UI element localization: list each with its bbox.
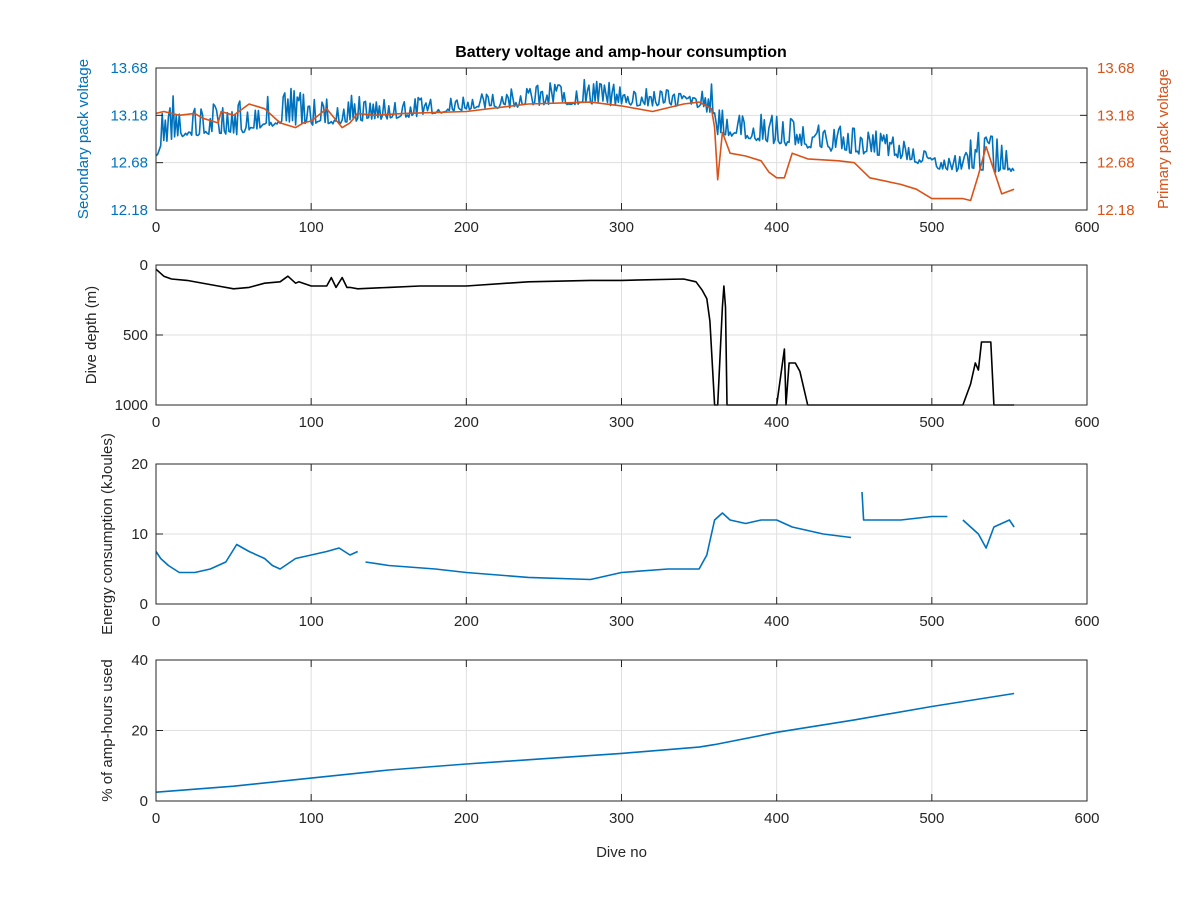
x-tick-label: 0 [152, 613, 160, 630]
x-tick-label: 600 [1074, 613, 1099, 630]
y-tick-label: 0 [140, 596, 148, 613]
x-tick-label: 200 [454, 219, 479, 236]
x-tick-label: 500 [919, 810, 944, 827]
x-tick-label: 100 [299, 810, 324, 827]
x-tick-label: 400 [764, 219, 789, 236]
x-tick-label: 400 [764, 810, 789, 827]
y-tick-label: 1000 [115, 397, 148, 414]
x-tick-label: 200 [454, 613, 479, 630]
x-axis-title: Dive no [596, 844, 647, 861]
x-tick-label: 600 [1074, 810, 1099, 827]
y-tick-label: 13.68 [110, 60, 148, 77]
series-line-voltage-0 [155, 78, 1015, 173]
y-tick-label: 12.68 [110, 155, 148, 172]
x-tick-label: 500 [919, 414, 944, 431]
x-tick-label: 500 [919, 613, 944, 630]
x-tick-label: 0 [152, 810, 160, 827]
x-tick-label: 600 [1074, 414, 1099, 431]
x-tick-label: 200 [454, 810, 479, 827]
y-tick-label: 0 [140, 257, 148, 274]
y-tick-label: 10 [131, 526, 148, 543]
y-tick-label-right: 12.68 [1097, 155, 1135, 172]
y-tick-label: 40 [131, 652, 148, 669]
x-tick-label: 500 [919, 219, 944, 236]
series-line-amp_hours-0 [155, 692, 1015, 793]
y-axis-title-right: Primary pack voltage [1155, 69, 1172, 209]
y-axis-title: Dive depth (m) [83, 286, 100, 384]
y-tick-label: 12.18 [110, 202, 148, 219]
x-tick-label: 300 [609, 810, 634, 827]
y-tick-label: 0 [140, 793, 148, 810]
y-tick-label: 20 [131, 723, 148, 740]
x-tick-label: 600 [1074, 219, 1099, 236]
y-tick-label: 500 [123, 327, 148, 344]
series-line-depth-0 [155, 268, 1015, 406]
x-tick-label: 0 [152, 414, 160, 431]
y-axis-title: Energy consumption (kJoules) [99, 433, 116, 635]
x-tick-label: 100 [299, 219, 324, 236]
x-tick-label: 300 [609, 414, 634, 431]
panel-voltage: 0 100 200 300 400 500 60012.1812.6813.1813.681… [75, 59, 1172, 236]
x-tick-label: 200 [454, 414, 479, 431]
x-tick-label: 300 [609, 219, 634, 236]
y-tick-label-right: 13.68 [1097, 60, 1135, 77]
y-tick-label: 13.18 [110, 107, 148, 124]
y-tick-label: 20 [131, 456, 148, 473]
panel-amp_hours: 0 100 200 300 400 500 600 0 20 40 % of amp-hours u… [99, 652, 1100, 861]
y-tick-label-right: 13.18 [1097, 107, 1135, 124]
x-tick-label: 400 [764, 414, 789, 431]
panel-depth: 0 100 200 300 400 500 600 0 500 1000 Dive depth (m… [83, 257, 1100, 431]
chart-title: Battery voltage and amp-hour consumption [455, 44, 787, 61]
x-tick-label: 100 [299, 613, 324, 630]
y-tick-label-right: 12.18 [1097, 202, 1135, 219]
x-tick-label: 400 [764, 613, 789, 630]
series-line-energy-0 [155, 491, 1015, 581]
x-tick-label: 300 [609, 613, 634, 630]
x-tick-label: 100 [299, 414, 324, 431]
y-axis-title: % of amp-hours used [99, 659, 116, 802]
x-tick-label: 0 [152, 219, 160, 236]
series-line-voltage-1 [155, 101, 1015, 202]
plots-area: 0 100 200 300 400 500 60012.1812.6813.1813.681… [75, 59, 1172, 861]
y-axis-title: Secondary pack voltage [75, 59, 92, 219]
panel-energy: 0 100 200 300 400 500 600 0 10 20 Energy consumpti… [99, 433, 1100, 635]
